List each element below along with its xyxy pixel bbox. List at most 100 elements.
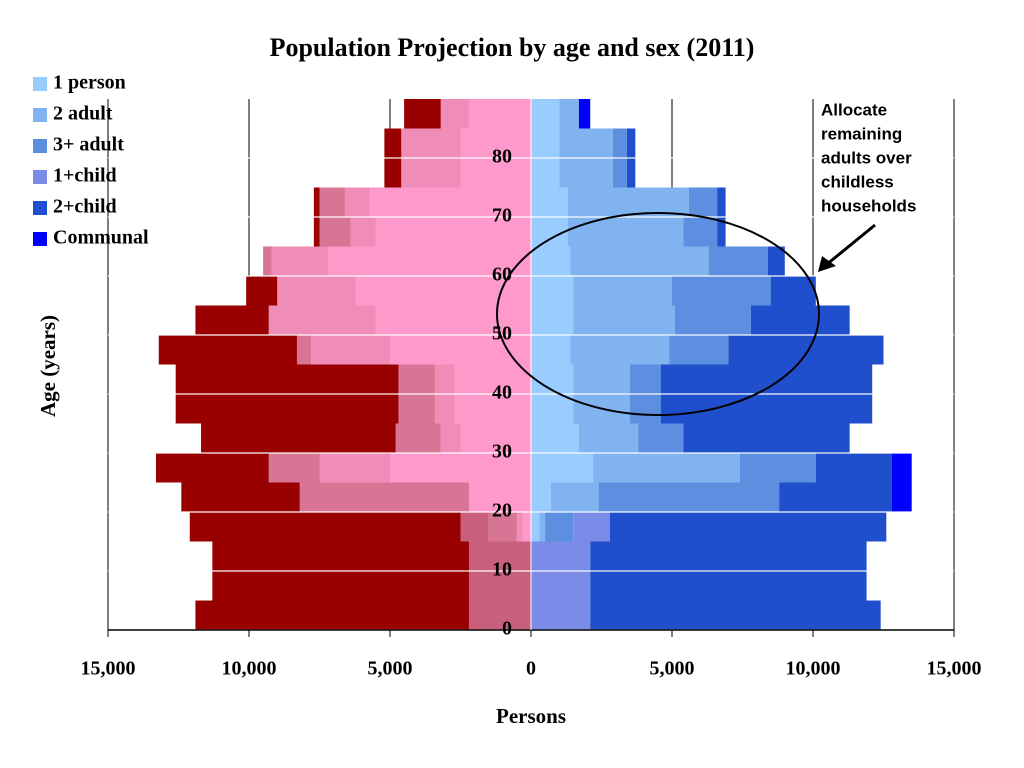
bar-segment [779,482,892,512]
bar-segment [195,305,269,335]
bar-segment [468,571,531,601]
y-tick-label: 80 [492,146,512,168]
bar-segment [263,246,272,276]
bar-segment [593,453,740,483]
bar-segment [268,453,320,483]
bar-segment [435,394,455,424]
bar-segment [299,482,469,512]
bar-segment [531,335,571,365]
bar-segment [454,394,531,424]
bar-segment [311,335,390,365]
legend-label: 3+ adult [53,134,124,156]
y-axis-label: Age (years) [36,315,60,417]
bar-segment [319,453,390,483]
bars [107,99,955,630]
bar-segment [531,394,574,424]
bar-segment [570,246,709,276]
bar-segment [327,246,531,276]
bar-segment [404,99,441,129]
bar-segment [460,423,531,453]
bar-segment [370,187,531,217]
bar-segment [626,158,636,188]
bar-segment [688,187,718,217]
bar-segment [319,217,351,247]
bar-segment [454,364,531,394]
legend-swatch [33,232,47,246]
legend-label: Communal [53,227,149,249]
bar-segment [531,453,594,483]
bar-segment [435,364,455,394]
bar-segment [468,99,531,129]
y-tick-label: 40 [492,382,512,404]
bar-segment [570,335,670,365]
bar-segment [468,482,531,512]
bar-segment [531,99,560,129]
bar-segment [212,541,469,571]
bar-segment [201,423,396,453]
bar-segment [516,512,523,542]
x-tick-label: 15,000 [927,658,982,680]
legend-label: 1 person [53,72,126,94]
x-tick-label: 5,000 [650,658,695,680]
bar-segment [891,453,912,483]
bar-segment [350,217,376,247]
bar-segment [531,600,591,630]
x-tick-label: 5,000 [368,658,413,680]
x-tick-label: 0 [526,658,536,680]
bar-segment [531,187,568,217]
bar-segment [559,99,579,129]
bar-segment [739,453,816,483]
bar-segment [313,217,320,247]
bar-segment [660,394,873,424]
bar-segment [277,276,357,306]
bar-segment [590,571,867,601]
bar-segment [401,128,461,158]
bar-segment [531,571,591,601]
x-axis-label: Persons [496,704,566,728]
annotation: remaining [821,124,902,143]
bar-segment [181,482,300,512]
bar-segment [398,394,436,424]
bar-segment [531,217,568,247]
bar-segment [390,453,531,483]
bar-segment [815,453,892,483]
bar-segment [460,158,531,188]
bar-segment [683,423,850,453]
bar-segment [545,512,574,542]
bar-segment [531,512,540,542]
bar-segment [296,335,312,365]
bar-segment [590,600,881,630]
bar-segment [891,482,912,512]
bar-segment [384,158,402,188]
arrow-head [818,256,836,272]
bar-segment [767,246,785,276]
bar-segment [531,423,579,453]
y-tick-label: 10 [492,559,512,581]
x-tick-label: 15,000 [81,658,136,680]
bar-segment [440,99,469,129]
bar-segment [683,217,718,247]
arrow-line [825,223,876,267]
bar-segment [717,217,726,247]
bar-segment [626,128,636,158]
bar-segment [567,217,684,247]
bar-segment [573,512,610,542]
legend-swatch [33,170,47,184]
bar-segment [531,158,560,188]
bar-segment [674,305,751,335]
bar-segment [155,453,269,483]
bar-segment [189,512,461,542]
legend-swatch [33,139,47,153]
annotation: households [821,196,916,215]
bar-segment [770,276,816,306]
y-tick-label: 70 [492,205,512,227]
bar-segment [590,541,867,571]
bar-segment [375,217,531,247]
bar-segment [468,600,531,630]
bar-segment [531,482,551,512]
bar-segment [313,187,320,217]
bar-segment [728,335,884,365]
bar-segment [672,276,771,306]
bar-segment [531,305,574,335]
bar-segment [638,423,684,453]
